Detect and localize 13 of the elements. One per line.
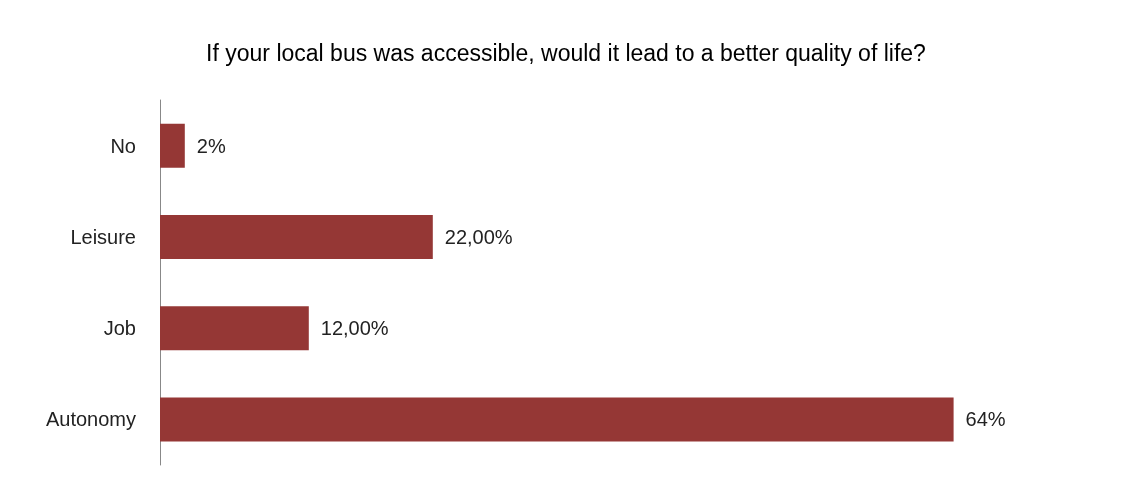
bar: [160, 123, 185, 168]
bar: [160, 306, 309, 351]
y-tick-label: Autonomy: [45, 408, 136, 431]
y-tick-label: Job: [103, 317, 136, 340]
chart-title: If your local bus was accessible, would it lead to a better quality of life?: [206, 39, 926, 66]
data-label: 22,00%: [444, 225, 513, 248]
data-label: 2%: [196, 134, 226, 157]
y-tick-label: Leisure: [70, 225, 136, 248]
bar: [160, 214, 433, 259]
bar: [160, 397, 954, 442]
data-label: 12,00%: [320, 317, 389, 340]
y-tick-label: No: [110, 134, 136, 157]
data-label: 64%: [965, 408, 1006, 431]
